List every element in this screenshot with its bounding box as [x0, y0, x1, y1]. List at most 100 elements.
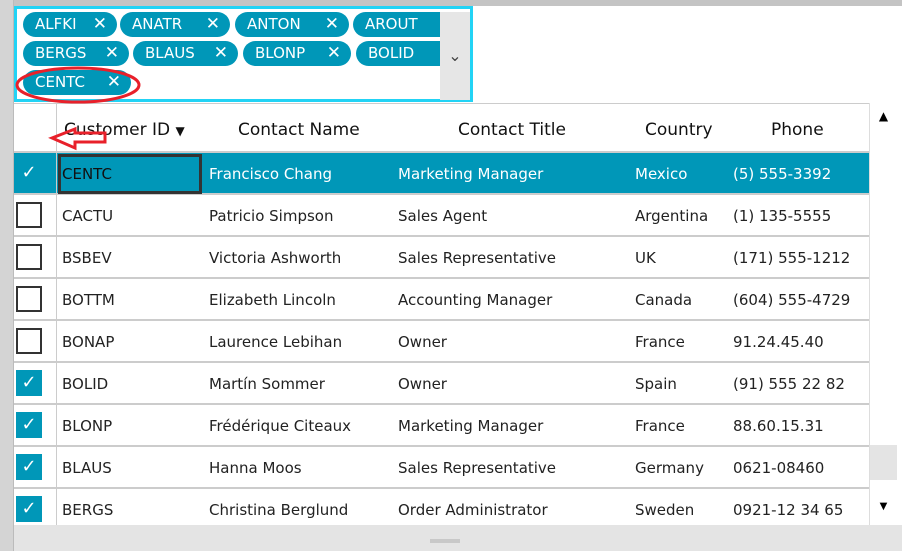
chip-alfki: ALFKI ✕: [23, 12, 117, 37]
cell-phone: (604) 555-4729: [733, 291, 851, 309]
close-icon[interactable]: ✕: [439, 12, 441, 37]
row-checkbox[interactable]: [16, 328, 42, 354]
cell-phone: 0621-08460: [733, 459, 825, 477]
cell-name: Christina Berglund: [209, 501, 349, 519]
vertical-scrollbar[interactable]: ▲ ▼: [869, 103, 897, 525]
row-checkbox[interactable]: [16, 244, 42, 270]
column-header-contact-title[interactable]: Contact Title: [458, 104, 566, 152]
table-row[interactable]: ✓ BLONP Frédérique Citeaux Marketing Manage…: [14, 405, 869, 447]
window-edge: [0, 0, 14, 551]
focused-cell: [58, 154, 202, 194]
chip-bergs: BERGS ✕: [23, 41, 129, 66]
table-row[interactable]: CACTU Patricio Simpson Sales Agent Argentin…: [14, 195, 869, 237]
chip-anton: ANTON ✕: [235, 12, 349, 37]
column-label: Contact Name: [238, 120, 360, 140]
top-strip: [14, 0, 902, 6]
sort-desc-icon: ▼: [175, 124, 185, 138]
cell-title: Owner: [398, 375, 447, 393]
cell-country: Mexico: [635, 165, 688, 183]
grid-header: Customer ID ▼ Contact Name Contact Title Co…: [14, 104, 869, 153]
close-icon[interactable]: ✕: [92, 14, 107, 34]
check-icon: ✓: [21, 456, 37, 477]
close-icon[interactable]: ✕: [326, 43, 341, 63]
cell-phone: (5) 555-3392: [733, 165, 832, 183]
table-row[interactable]: ✓ BOLID Martín Sommer Owner Spain (91) 555 22…: [14, 363, 869, 405]
scroll-up-icon[interactable]: ▲: [878, 109, 889, 123]
cell-title: Order Administrator: [398, 501, 548, 519]
cell-country: Germany: [635, 459, 704, 477]
cell-title: Sales Agent: [398, 207, 488, 225]
cell-title: Sales Representative: [398, 249, 557, 267]
check-icon: ✓: [21, 162, 37, 183]
column-label: Phone: [771, 120, 824, 140]
row-checkbox[interactable]: ✓: [16, 454, 42, 480]
check-icon: ✓: [21, 498, 37, 519]
cell-name: Martín Sommer: [209, 375, 325, 393]
column-header-contact-name[interactable]: Contact Name: [238, 104, 360, 152]
scroll-down-icon[interactable]: ▼: [879, 501, 888, 512]
multi-select-combobox[interactable]: ALFKI✕ANATR✕ANTON✕AROUT✕BERGS✕BLAUS✕BLON…: [14, 6, 473, 102]
table-row[interactable]: ✓ BLAUS Hanna Moos Sales Representative Germ…: [14, 447, 869, 489]
chip-blaus: BLAUS ✕: [133, 41, 238, 66]
chip-label: ANATR: [132, 15, 183, 33]
row-checkbox[interactable]: [16, 202, 42, 228]
column-label: Country: [645, 120, 713, 140]
close-icon[interactable]: ✕: [104, 43, 119, 63]
table-row[interactable]: BONAP Laurence Lebihan Owner France 91.24.45…: [14, 321, 869, 363]
cell-phone: 91.24.45.40: [733, 333, 824, 351]
selected-chips: ALFKI✕ANATR✕ANTON✕AROUT✕BERGS✕BLAUS✕BLON…: [23, 12, 441, 100]
horizontal-scrollbar[interactable]: [14, 525, 902, 551]
column-header-country[interactable]: Country: [645, 104, 713, 152]
vertical-scroll-thumb[interactable]: [870, 445, 897, 480]
chip-anatr: ANATR ✕: [120, 12, 230, 37]
table-row[interactable]: BOTTM Elizabeth Lincoln Accounting Manager…: [14, 279, 869, 321]
cell-phone: 0921-12 34 65: [733, 501, 844, 519]
column-header-phone[interactable]: Phone: [771, 104, 824, 152]
chip-label: BLAUS: [145, 44, 195, 62]
close-icon[interactable]: ✕: [106, 72, 121, 92]
cell-country: Sweden: [635, 501, 695, 519]
table-row[interactable]: BSBEV Victoria Ashworth Sales Representati…: [14, 237, 869, 279]
dropdown-button[interactable]: ⌄: [440, 12, 470, 100]
column-header-customer-id[interactable]: Customer ID ▼: [64, 104, 185, 152]
cell-id: BONAP: [62, 333, 115, 351]
cell-name: Elizabeth Lincoln: [209, 291, 336, 309]
cell-phone: (1) 135-5555: [733, 207, 832, 225]
chip-centc: CENTC ✕: [23, 70, 131, 95]
cell-title: Owner: [398, 333, 447, 351]
checkbox-column-separator: [56, 104, 57, 525]
cell-id: BSBEV: [62, 249, 112, 267]
cell-name: Hanna Moos: [209, 459, 302, 477]
chip-arout: AROUT ✕: [353, 12, 441, 37]
chip-label: CENTC: [35, 73, 85, 91]
table-row[interactable]: ✓ CENTC Francisco Chang Marketing Manager Me…: [14, 153, 869, 195]
row-checkbox[interactable]: ✓: [16, 370, 42, 396]
cell-phone: (91) 555 22 82: [733, 375, 845, 393]
row-checkbox[interactable]: [16, 286, 42, 312]
cell-id: CACTU: [62, 207, 114, 225]
check-icon: ✓: [21, 414, 37, 435]
chip-blonp: BLONP ✕: [243, 41, 351, 66]
close-icon[interactable]: ✕: [324, 14, 339, 34]
horizontal-scroll-thumb[interactable]: [430, 539, 460, 543]
cell-id: BLONP: [62, 417, 113, 435]
table-row[interactable]: ✓ BERGS Christina Berglund Order Administra…: [14, 489, 869, 525]
row-checkbox[interactable]: ✓: [16, 412, 42, 438]
chip-label: ANTON: [247, 15, 301, 33]
data-grid: Customer ID ▼ Contact Name Contact Title Co…: [14, 103, 869, 525]
column-label: Customer ID: [64, 120, 171, 140]
cell-country: Canada: [635, 291, 693, 309]
cell-country: France: [635, 417, 685, 435]
chevron-down-icon: ⌄: [448, 46, 462, 65]
close-icon[interactable]: ✕: [205, 14, 220, 34]
cell-name: Laurence Lebihan: [209, 333, 343, 351]
chip-label: AROUT: [365, 15, 418, 33]
column-label: Contact Title: [458, 120, 566, 140]
close-icon[interactable]: ✕: [213, 43, 228, 63]
chip-bolid: BOLID✕: [356, 41, 441, 66]
row-checkbox[interactable]: ✓: [16, 496, 42, 522]
chip-label: BERGS: [35, 44, 87, 62]
row-checkbox[interactable]: ✓: [16, 160, 42, 186]
cell-title: Marketing Manager: [398, 165, 544, 183]
cell-country: UK: [635, 249, 656, 267]
